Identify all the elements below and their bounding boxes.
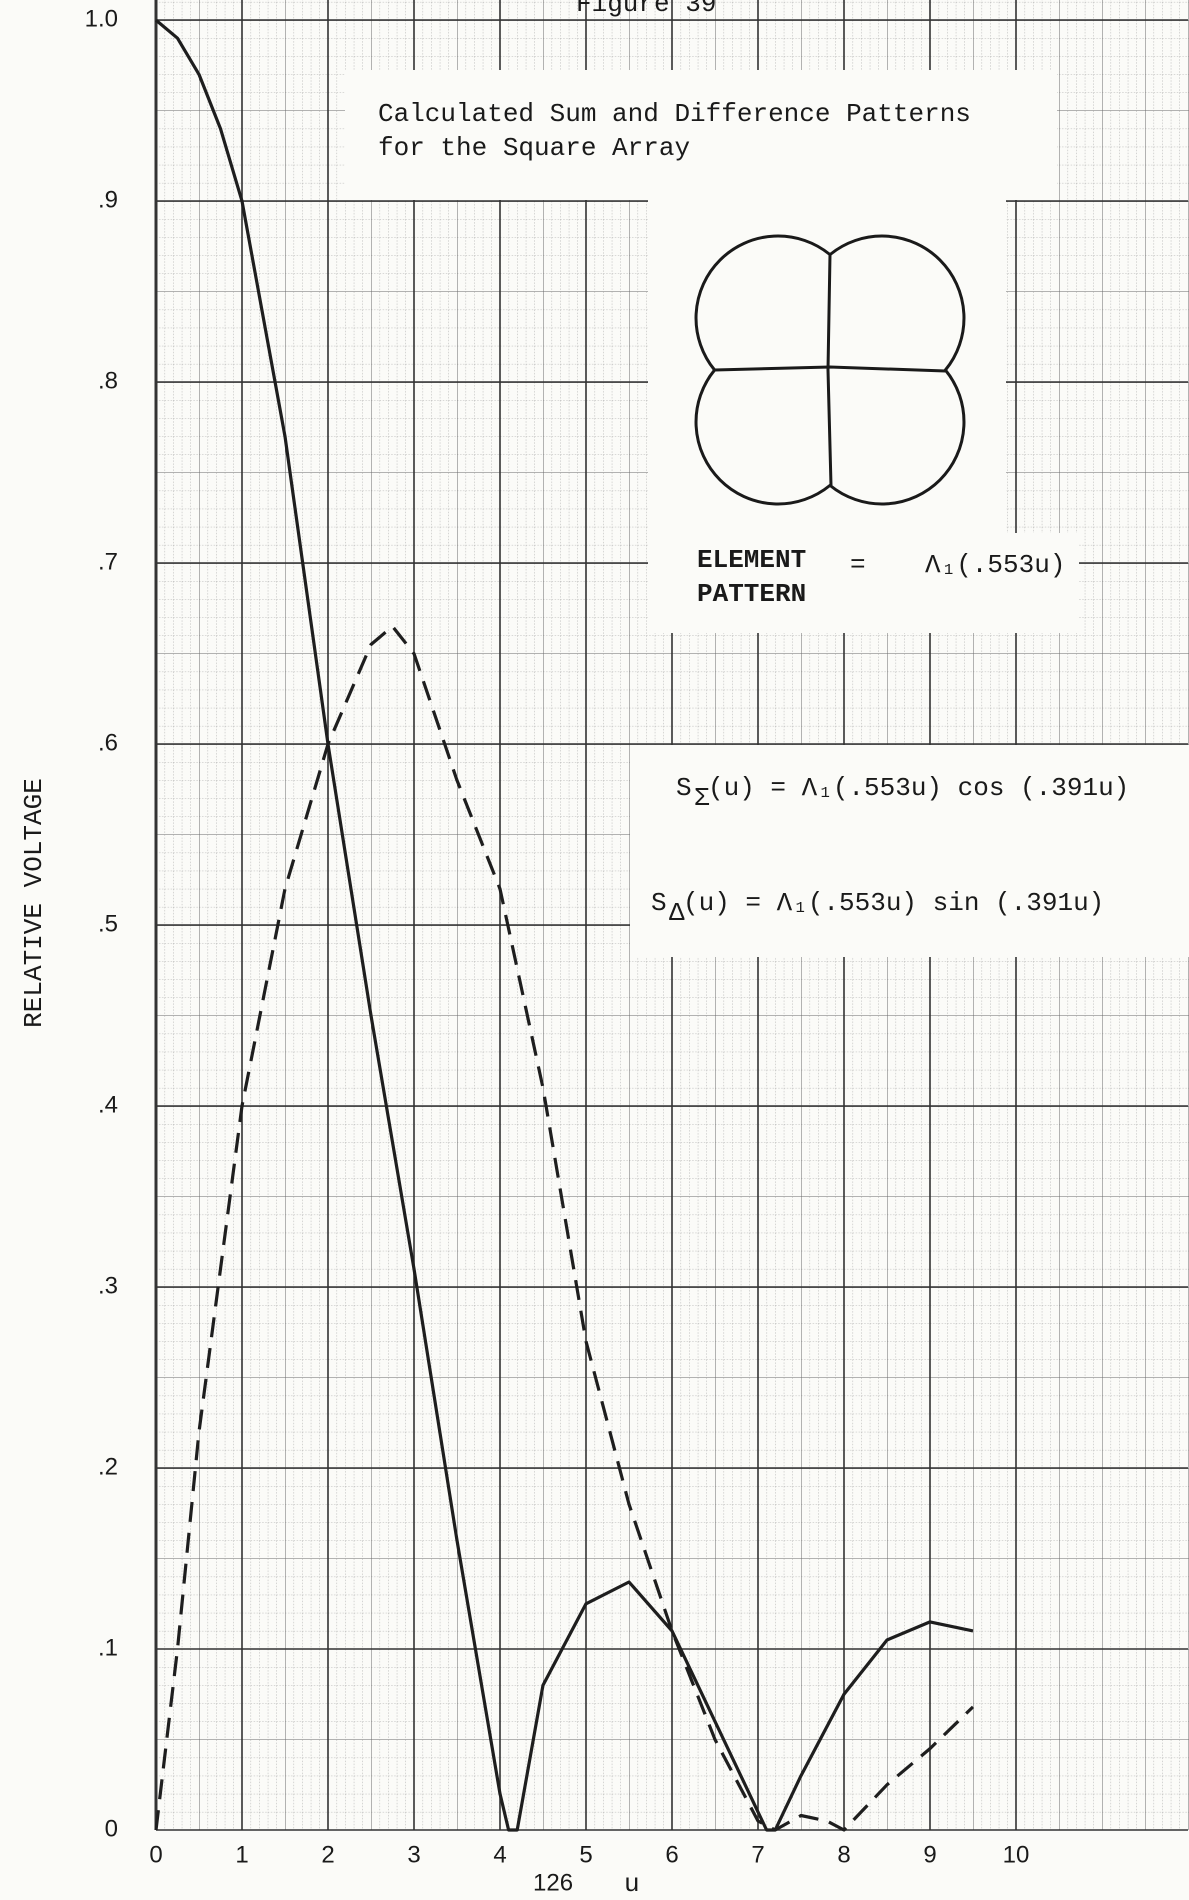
y-tick-label: .6 <box>98 729 118 756</box>
element-pattern-diagram <box>694 234 966 506</box>
formula-lhs: S <box>676 773 692 803</box>
series-line <box>154 624 975 1832</box>
curves <box>154 18 975 1832</box>
element-equals: = <box>850 550 866 580</box>
formula: S Δ (u) = Λ₁(.553u) sin (.391u) <box>651 888 1104 928</box>
chart-title: Calculated Sum and Difference Patterns <box>378 99 971 129</box>
y-tick-label: .1 <box>98 1634 118 1661</box>
x-tick-label: 4 <box>493 1841 506 1868</box>
y-axis-label: RELATIVE VOLTAGE <box>19 778 49 1028</box>
x-axis-label: u <box>624 1869 640 1899</box>
y-tick-label: .2 <box>98 1453 118 1480</box>
chart-title: for the Square Array <box>378 133 690 163</box>
element-label: ELEMENT <box>697 545 806 575</box>
figure-label: Figure 39 <box>576 0 716 19</box>
series-line <box>154 18 974 1832</box>
formula-rhs: (u) = Λ₁(.553u) cos (.391u) <box>708 773 1129 803</box>
y-tick-label: 1.0 <box>85 5 118 32</box>
x-tick-label: 2 <box>321 1841 334 1868</box>
y-tick-label: .8 <box>98 367 118 394</box>
y-tick-label: .7 <box>98 548 118 575</box>
clover-cross <box>714 254 946 486</box>
x-tick-label: 0 <box>149 1841 162 1868</box>
x-tick-label: 5 <box>579 1841 592 1868</box>
y-tick-label: .5 <box>98 910 118 937</box>
x-tick-label: 6 <box>665 1841 678 1868</box>
element-formula-box <box>648 533 1079 633</box>
y-tick-label: .4 <box>98 1091 118 1118</box>
x-tick-label: 3 <box>407 1841 420 1868</box>
title-box <box>345 70 1057 200</box>
x-tick-label: 7 <box>751 1841 764 1868</box>
x-tick-label: 10 <box>1003 1841 1030 1868</box>
formula-lhs: S <box>651 888 667 918</box>
y-tick-label: .3 <box>98 1272 118 1299</box>
formula-rhs: (u) = Λ₁(.553u) sin (.391u) <box>683 888 1104 918</box>
formula-sub: Δ <box>669 898 685 928</box>
formula-box <box>630 745 1189 957</box>
x-tick-label: 9 <box>923 1841 936 1868</box>
x-tick-label: 8 <box>837 1841 850 1868</box>
element-formula: Λ₁(.553u) <box>925 550 1065 580</box>
element-label: PATTERN <box>697 579 806 609</box>
y-tick-label: 0 <box>105 1815 118 1842</box>
y-tick-label: .9 <box>98 186 118 213</box>
page-number: 126 <box>533 1869 573 1896</box>
formula-sub: Σ <box>694 783 710 813</box>
x-tick-label: 1 <box>235 1841 248 1868</box>
formula: S Σ (u) = Λ₁(.553u) cos (.391u) <box>676 773 1129 813</box>
